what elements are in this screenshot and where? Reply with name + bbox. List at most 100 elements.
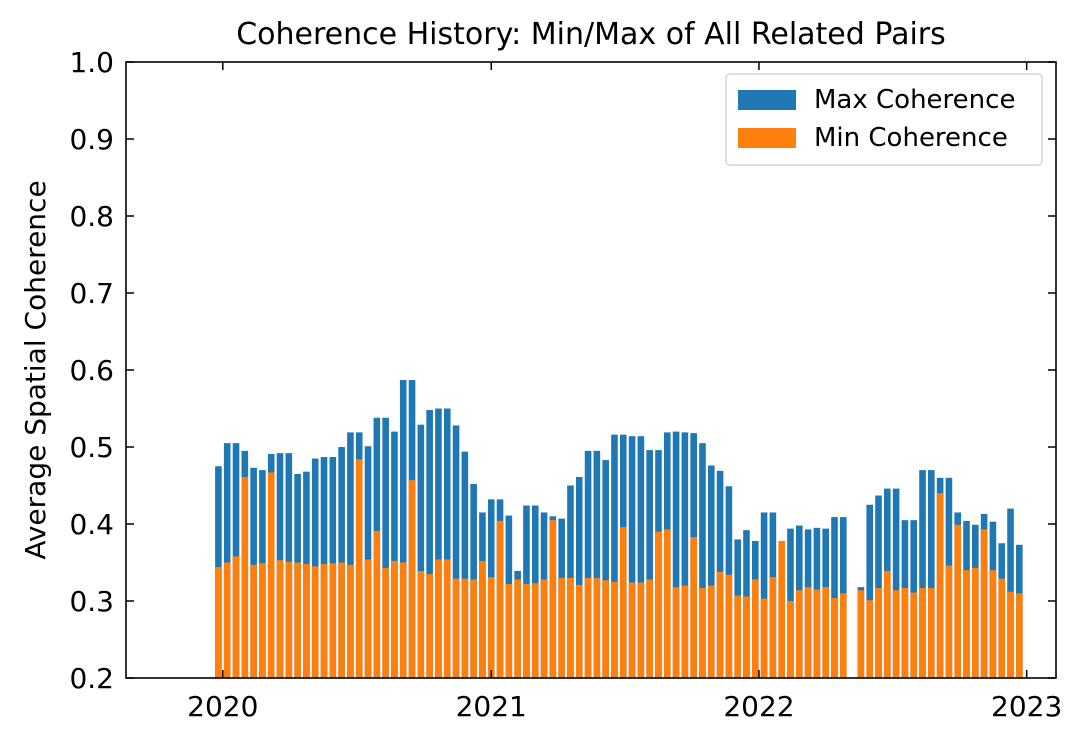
- bar-min-coherence: [866, 600, 874, 678]
- bar-min-coherence: [250, 564, 257, 678]
- bar-min-coherence: [549, 520, 557, 678]
- bar-min-coherence: [373, 530, 381, 678]
- bar-max-coherence: [602, 460, 609, 678]
- bar-min-coherence: [232, 556, 240, 678]
- bar-max-coherence: [928, 470, 935, 678]
- bar-min-coherence: [945, 565, 953, 678]
- bar-min-coherence: [928, 587, 935, 678]
- y-tick-label: 0.6: [69, 354, 114, 387]
- bar-min-coherence: [875, 587, 882, 678]
- legend-label-max: Max Coherence: [814, 85, 1015, 115]
- y-tick-label: 0.8: [69, 200, 114, 233]
- bar-min-coherence: [294, 562, 301, 678]
- x-tick-label: 2023: [991, 690, 1062, 723]
- bar-min-coherence: [215, 567, 222, 678]
- legend-frame: [725, 73, 1043, 166]
- bar-min-coherence: [980, 529, 988, 678]
- bar-min-coherence: [602, 580, 609, 678]
- legend: Max Coherence Min Coherence: [725, 73, 1043, 166]
- bar-max-coherence: [426, 410, 433, 678]
- bar-min-coherence: [267, 472, 275, 678]
- bar-min-coherence: [936, 493, 944, 678]
- bar-min-coherence: [725, 574, 733, 678]
- bar-min-coherence: [479, 560, 486, 678]
- bar-min-coherence: [417, 570, 425, 678]
- bar-min-coherence: [637, 582, 645, 678]
- bar-min-coherence: [276, 560, 284, 678]
- bar-min-coherence: [338, 562, 345, 678]
- bar-max-coherence: [637, 436, 645, 678]
- bar-max-coherence: [831, 517, 838, 678]
- y-axis-label: Average Spatial Coherence: [19, 180, 52, 559]
- legend-swatch-max: [738, 90, 796, 110]
- bar-min-coherence: [751, 579, 759, 678]
- bar-max-coherence: [646, 450, 653, 678]
- bar-min-coherence: [303, 564, 310, 678]
- bar-min-coherence: [734, 595, 741, 678]
- y-tick-label: 0.2: [69, 662, 114, 695]
- bar-max-coherence: [866, 504, 874, 678]
- bar-max-coherence: [399, 380, 407, 678]
- bar-min-coherence: [461, 578, 469, 678]
- bar-max-coherence: [707, 465, 715, 678]
- bar-max-coherence: [611, 434, 618, 678]
- bar-min-coherence: [470, 579, 477, 678]
- bar-min-coherence: [619, 527, 627, 678]
- bar-max-coherence: [443, 408, 451, 678]
- bar-max-coherence: [919, 470, 926, 678]
- bar-min-coherence: [593, 577, 601, 678]
- bar-max-coherence: [575, 477, 583, 678]
- bar-min-coherence: [919, 587, 926, 678]
- bar-min-coherence: [910, 592, 918, 678]
- bar-min-coherence: [320, 564, 328, 678]
- bar-min-coherence: [435, 559, 442, 678]
- bar-min-coherence: [804, 587, 812, 678]
- bar-max-coherence: [760, 512, 768, 678]
- bar-min-coherence: [399, 562, 407, 678]
- bar-min-coherence: [1016, 593, 1023, 678]
- bar-max-coherence: [892, 488, 900, 678]
- bar-max-coherence: [584, 450, 592, 678]
- bar-min-coherence: [531, 583, 539, 678]
- bar-max-coherence: [681, 432, 689, 678]
- bar-min-coherence: [769, 577, 777, 678]
- bar-max-coherence: [223, 443, 231, 678]
- bar-min-coherence: [311, 566, 319, 678]
- bar-min-coherence: [628, 582, 636, 678]
- bar-min-coherence: [760, 598, 768, 678]
- bar-min-coherence: [408, 480, 416, 678]
- bar-min-coherence: [355, 459, 363, 678]
- bar-min-coherence: [901, 587, 909, 678]
- bar-min-coherence: [796, 590, 803, 678]
- bar-min-coherence: [822, 587, 829, 678]
- bar-min-coherence: [831, 597, 838, 678]
- bar-min-coherence: [787, 601, 794, 678]
- bar-min-coherence: [514, 579, 521, 678]
- bar-min-coherence: [487, 577, 495, 678]
- bar-max-coherence: [417, 424, 425, 678]
- bars-layer: [215, 380, 1023, 678]
- bar-min-coherence: [857, 590, 865, 678]
- x-tick-label: 2022: [723, 690, 794, 723]
- bar-min-coherence: [285, 561, 293, 678]
- chart-title: Coherence History: Min/Max of All Relate…: [236, 17, 946, 52]
- x-tick-label: 2020: [187, 690, 258, 723]
- bar-min-coherence: [655, 531, 662, 678]
- y-ticks: 0.2 0.3 0.4 0.5 0.6 0.7 0.8 0.9 1.0: [69, 46, 1056, 695]
- bar-min-coherence: [443, 559, 451, 678]
- bar-min-coherence: [364, 559, 372, 678]
- bar-min-coherence: [989, 570, 997, 678]
- bar-min-coherence: [998, 578, 1006, 678]
- bar-min-coherence: [391, 560, 398, 678]
- bar-max-coherence: [875, 495, 882, 678]
- bar-min-coherence: [611, 581, 618, 678]
- bar-max-coherence: [452, 425, 460, 678]
- bar-min-coherence: [584, 577, 592, 678]
- legend-label-min: Min Coherence: [814, 123, 1008, 153]
- x-ticks: 2020 2021 2022 2023: [187, 62, 1062, 723]
- bar-min-coherence: [347, 564, 354, 678]
- bar-min-coherence: [972, 567, 979, 678]
- bar-min-coherence: [567, 577, 574, 678]
- bar-min-coherence: [575, 584, 583, 678]
